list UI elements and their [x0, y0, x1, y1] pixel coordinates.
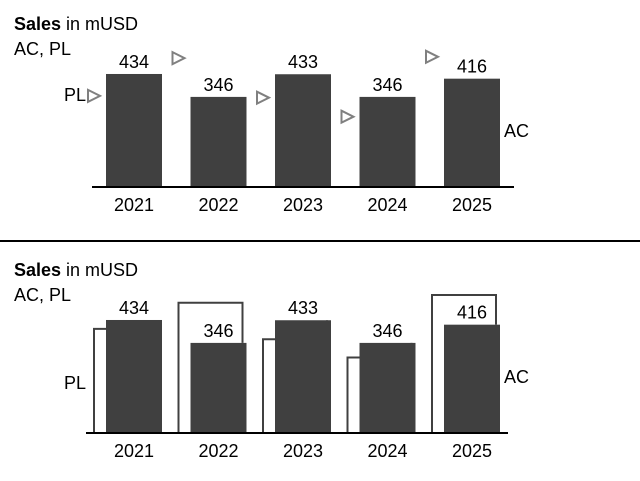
ac-bar-2025 — [444, 324, 500, 433]
ac-bar-2021 — [106, 73, 162, 187]
tick-label-2024: 2024 — [367, 441, 407, 461]
pl-marker-2023 — [256, 90, 272, 106]
data-label-2023: 433 — [288, 298, 318, 318]
chart-1-bars: 434 2021 346 2022 433 2023 346 2024 416 2025 — [87, 49, 514, 215]
tick-label-2024: 2024 — [367, 195, 407, 215]
chart-2-bars: 434 2021 346 2022 433 2023 346 2024 416 2025 — [86, 293, 508, 461]
pl-marker-2021 — [87, 88, 103, 104]
data-label-2025: 416 — [457, 303, 487, 323]
chart-1-title: Sales in mUSD — [14, 14, 138, 34]
ac-bar-2025 — [444, 78, 500, 187]
data-label-2022: 346 — [203, 75, 233, 95]
chart-1-pl-label: PL — [64, 85, 86, 105]
chart-1-title-bold: Sales — [14, 14, 61, 34]
pl-marker-2025 — [425, 49, 441, 65]
chart-1-title-rest: in mUSD — [61, 14, 138, 34]
tick-label-2025: 2025 — [452, 441, 492, 461]
tick-label-2023: 2023 — [283, 195, 323, 215]
chart-2-subtitle: AC, PL — [14, 285, 71, 305]
pl-marker-2022 — [171, 50, 187, 66]
ac-bar-2023 — [275, 320, 331, 433]
ac-bar-2024 — [359, 342, 416, 433]
ac-bar-2024 — [359, 96, 416, 187]
data-label-2024: 346 — [372, 75, 402, 95]
chart-2-title: Sales in mUSD — [14, 260, 138, 280]
tick-label-2025: 2025 — [452, 195, 492, 215]
tick-label-2021: 2021 — [114, 195, 154, 215]
data-label-2023: 433 — [288, 52, 318, 72]
tick-label-2023: 2023 — [283, 441, 323, 461]
tick-label-2022: 2022 — [198, 195, 238, 215]
ac-bar-2021 — [106, 319, 162, 433]
data-label-2024: 346 — [372, 321, 402, 341]
ac-bar-2023 — [275, 74, 331, 187]
pl-outline-2022 — [177, 301, 244, 433]
chart-1-subtitle: AC, PL — [14, 39, 71, 59]
pl-outline-2025 — [431, 293, 497, 433]
data-label-2021: 434 — [119, 52, 149, 72]
chart-2-ac-label: AC — [504, 367, 529, 387]
chart-1: Sales in mUSD AC, PL 434 2021 346 2022 433 20… — [14, 14, 529, 215]
tick-label-2021: 2021 — [114, 441, 154, 461]
chart-2: Sales in mUSD AC, PL 434 2021 346 2022 433 20… — [14, 260, 529, 461]
pl-marker-2024 — [340, 109, 356, 125]
chart-1-ac-label: AC — [504, 121, 529, 141]
chart-2-pl-label: PL — [64, 373, 86, 393]
data-label-2025: 416 — [457, 57, 487, 77]
ac-bar-2022 — [190, 342, 247, 433]
chart-2-title-bold: Sales — [14, 260, 61, 280]
chart-2-title-rest: in mUSD — [61, 260, 138, 280]
tick-label-2022: 2022 — [198, 441, 238, 461]
data-label-2022: 346 — [203, 321, 233, 341]
data-label-2021: 434 — [119, 298, 149, 318]
ac-bar-2022 — [190, 96, 247, 187]
